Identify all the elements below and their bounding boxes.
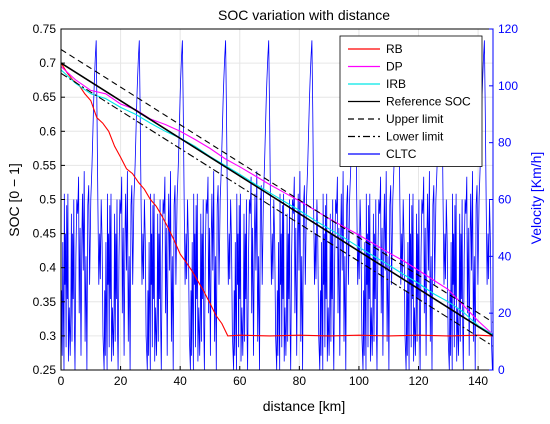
y-right-tick-label: 100 (498, 79, 518, 93)
y-left-tick-label: 0.4 (39, 261, 56, 275)
y-left-tick-label: 0.45 (33, 227, 57, 241)
x-axis-label: distance [km] (263, 398, 345, 414)
y-right-tick-label: 40 (498, 249, 512, 263)
series-line-lower-limit (60, 72, 494, 347)
x-tick-label: 140 (468, 374, 488, 388)
y-left-tick-label: 0.7 (39, 56, 56, 70)
y-left-tick-label: 0.65 (33, 90, 57, 104)
y-left-tick-label: 0.3 (39, 329, 56, 343)
y-axis-right-label: Velocity [Km/h] (528, 152, 544, 245)
y-left-tick-label: 0.75 (33, 22, 57, 36)
left-axis: 0.25 0.3 0.35 0.4 0.45 0.5 0.55 0.6 0.65 0.7 0.75 (33, 22, 65, 377)
series-line-irb (60, 69, 494, 335)
x-axis: 0 20 40 60 80 100 120 140 (58, 366, 488, 388)
right-axis: 0 20 40 60 80 100 120 (489, 22, 518, 377)
y-left-tick-label: 0.25 (33, 363, 57, 377)
legend-entry-label: Reference SOC (386, 95, 471, 109)
x-tick-label: 100 (349, 374, 369, 388)
legend-entry-label: DP (386, 60, 403, 74)
x-tick-label: 0 (58, 374, 65, 388)
legend-entry-label: IRB (386, 77, 406, 91)
y-right-tick-label: 20 (498, 306, 512, 320)
legend-entry-label: Upper limit (386, 112, 444, 126)
y-right-tick-label: 120 (498, 22, 518, 36)
legend-entry-label: Lower limit (386, 130, 444, 144)
legend-entry-label: RB (386, 42, 403, 56)
y-axis-left-label: SOC [0 − 1] (6, 163, 22, 237)
series-line-reference-soc (60, 62, 494, 337)
y-left-tick-label: 0.6 (39, 124, 56, 138)
soc-series-layer (60, 49, 494, 347)
series-line-rb (60, 62, 494, 337)
x-tick-label: 80 (293, 374, 307, 388)
y-right-tick-label: 80 (498, 136, 512, 150)
x-tick-label: 20 (114, 374, 128, 388)
chart-title: SOC variation with distance (218, 7, 390, 23)
legend-entry-label: CLTC (386, 147, 417, 161)
y-left-tick-label: 0.55 (33, 158, 57, 172)
series-line-upper-limit (60, 49, 494, 323)
legend: RB DP IRB Reference SOC Upper limit Lower lim… (339, 35, 483, 167)
x-tick-label: 60 (233, 374, 247, 388)
y-left-tick-label: 0.35 (33, 295, 57, 309)
x-tick-label: 120 (409, 374, 429, 388)
x-tick-label: 40 (173, 374, 187, 388)
y-right-tick-label: 0 (498, 363, 505, 377)
y-right-tick-label: 60 (498, 193, 512, 207)
y-left-tick-label: 0.5 (39, 193, 56, 207)
